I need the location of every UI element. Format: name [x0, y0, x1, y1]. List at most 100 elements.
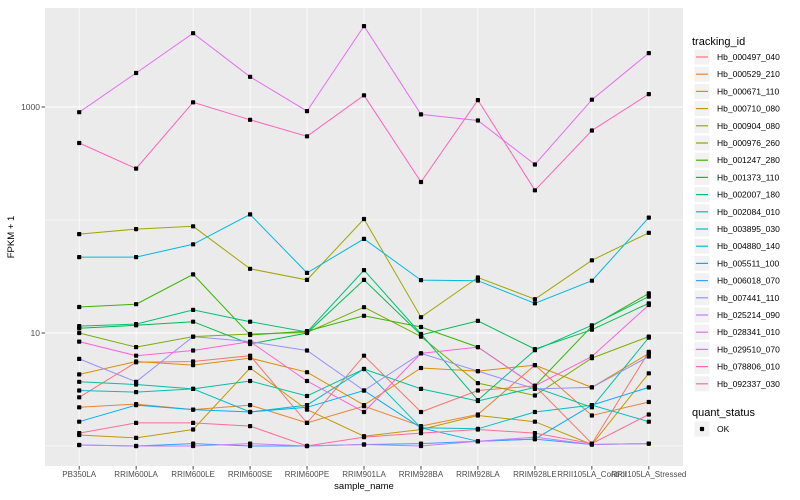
data-point	[475, 413, 480, 418]
data-point	[418, 331, 424, 337]
legend-item-label: OK	[717, 424, 730, 434]
data-point	[248, 266, 253, 271]
data-point	[77, 232, 82, 237]
data-point	[77, 304, 82, 310]
data-point	[646, 441, 651, 446]
data-point	[532, 297, 537, 302]
data-point	[77, 405, 82, 410]
data-point	[248, 403, 253, 408]
legend-item-label: Hb_000710_080	[717, 104, 780, 114]
data-point	[77, 388, 82, 393]
data-point	[77, 372, 82, 377]
data-point	[304, 277, 310, 282]
data-point	[134, 420, 139, 425]
data-point	[532, 435, 537, 440]
legend-item-label: Hb_000976_260	[717, 138, 780, 148]
data-point	[248, 441, 253, 446]
x-tick-label: PB350LA	[62, 470, 96, 479]
data-point	[248, 212, 253, 217]
data-point	[646, 51, 651, 56]
data-point	[475, 318, 480, 323]
data-point	[134, 166, 139, 171]
data-point	[248, 74, 253, 79]
x-tick-label: RRIM928LA	[456, 470, 500, 479]
legend-item: Hb_004880_140	[694, 238, 780, 254]
data-point	[304, 134, 310, 139]
data-point	[646, 419, 651, 424]
x-tick-label: RRIM600PE	[285, 470, 329, 479]
data-point	[134, 322, 139, 327]
data-point	[361, 236, 367, 241]
data-point	[191, 427, 196, 432]
x-tick-label: RRIM600SE	[228, 470, 272, 479]
legend-item-label: Hb_001247_280	[717, 155, 780, 165]
legend-title-tracking-id: tracking_id	[692, 36, 745, 48]
legend-item-label: Hb_025214_090	[717, 310, 780, 320]
y-axis-title: FPKM + 1	[6, 216, 17, 259]
data-point	[134, 255, 139, 260]
data-point	[191, 307, 196, 312]
data-point	[191, 319, 196, 324]
data-point	[134, 70, 139, 76]
data-point	[77, 379, 82, 384]
legend-item-label: Hb_028341_010	[717, 327, 780, 337]
x-tick-label: RRII105LA_Control	[557, 470, 627, 479]
legend-item: Hb_000976_260	[694, 135, 780, 151]
data-point	[248, 378, 253, 384]
data-point	[134, 443, 139, 449]
data-point	[532, 162, 537, 167]
data-point	[304, 420, 310, 425]
data-point	[248, 356, 253, 361]
data-point	[646, 302, 651, 308]
data-point	[361, 403, 367, 408]
data-point	[475, 398, 480, 404]
data-point	[475, 275, 480, 280]
legend-item-label: Hb_000497_040	[717, 52, 780, 62]
legend-item-label: Hb_004880_140	[717, 241, 780, 251]
x-tick-label: RRII105LA_Stressed	[611, 470, 686, 479]
data-point	[646, 230, 651, 235]
data-point	[418, 443, 424, 449]
data-point	[191, 443, 196, 449]
data-point	[418, 365, 424, 371]
legend-item: Hb_003895_030	[694, 221, 780, 237]
data-point	[361, 268, 367, 273]
data-point	[589, 385, 594, 390]
data-point	[304, 370, 310, 375]
data-point	[191, 100, 196, 105]
legend-item: Hb_000710_080	[694, 101, 780, 117]
data-point	[418, 278, 424, 283]
legend-item-label: Hb_003895_030	[717, 224, 780, 234]
legend-item-label: Hb_092337_030	[717, 379, 780, 389]
data-point	[77, 339, 82, 344]
data-point	[646, 294, 651, 299]
data-point	[646, 399, 651, 405]
data-point	[418, 324, 424, 330]
data-point	[134, 379, 139, 384]
data-point	[646, 412, 651, 417]
data-point	[646, 335, 651, 340]
data-point	[361, 313, 367, 318]
data-point	[589, 441, 594, 446]
data-point	[77, 255, 82, 260]
data-point	[589, 413, 594, 418]
legend-item: Hb_029510_070	[694, 341, 780, 357]
data-point	[77, 356, 82, 361]
data-point	[418, 425, 424, 430]
legend-item: Hb_000671_110	[694, 83, 780, 99]
legend-item: Hb_078806_010	[694, 359, 780, 375]
data-point	[361, 277, 367, 282]
data-point	[304, 393, 310, 399]
data-point	[191, 386, 196, 391]
legend-item: Hb_001373_110	[694, 169, 780, 185]
legend-item: Hb_002084_010	[694, 204, 780, 220]
data-point	[361, 442, 367, 447]
legend-item-quant-status: OK	[694, 421, 730, 437]
data-point	[589, 403, 594, 408]
data-point	[134, 359, 139, 364]
data-point	[191, 363, 196, 368]
data-point	[532, 409, 537, 415]
legend-item-label: Hb_007441_110	[717, 293, 780, 303]
